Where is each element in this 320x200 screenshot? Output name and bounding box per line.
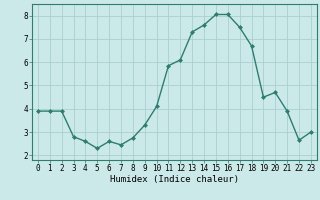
X-axis label: Humidex (Indice chaleur): Humidex (Indice chaleur) (110, 175, 239, 184)
